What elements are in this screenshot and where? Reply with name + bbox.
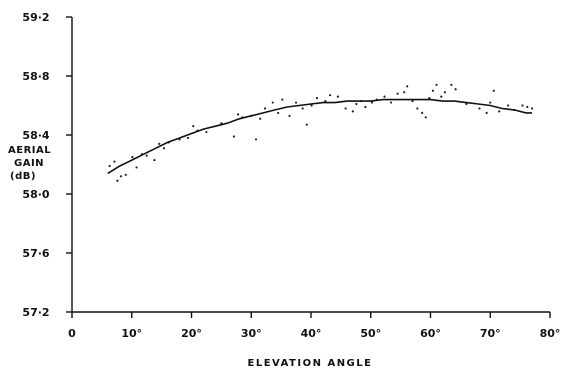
data-point xyxy=(263,107,267,110)
y-axis-label-line-2: GAIN xyxy=(14,158,44,169)
data-point xyxy=(301,107,304,110)
data-point xyxy=(406,85,409,88)
data-point xyxy=(336,95,339,98)
data-point xyxy=(450,83,453,86)
data-point xyxy=(370,101,374,104)
axes xyxy=(71,17,550,313)
x-tick-label: 10° xyxy=(121,327,142,340)
data-point xyxy=(119,175,123,178)
data-point xyxy=(364,105,367,109)
data-point xyxy=(489,101,492,104)
data-point xyxy=(416,107,419,110)
x-tick-label: 0 xyxy=(68,327,76,340)
data-point xyxy=(355,102,358,106)
data-point xyxy=(259,117,262,120)
data-point xyxy=(116,179,119,182)
data-point xyxy=(443,91,446,94)
x-tick-label: 60° xyxy=(420,327,441,340)
data-point xyxy=(421,111,424,114)
data-point xyxy=(411,99,414,103)
y-tick-label: 58·0 xyxy=(22,188,49,201)
data-point xyxy=(108,164,111,168)
data-point xyxy=(498,110,501,113)
y-tick-label: 59·2 xyxy=(22,11,49,24)
data-point xyxy=(428,97,431,100)
data-point xyxy=(324,99,327,103)
data-point xyxy=(424,116,427,119)
data-point xyxy=(403,91,406,94)
data-point xyxy=(396,92,399,95)
data-point xyxy=(344,107,347,110)
x-tick-label: 40° xyxy=(301,327,322,340)
data-point xyxy=(454,88,457,91)
x-tick-label: 50° xyxy=(360,327,381,340)
data-point xyxy=(232,135,236,138)
data-point xyxy=(507,104,510,107)
data-point xyxy=(205,130,208,134)
data-point xyxy=(478,107,481,110)
data-point xyxy=(277,111,280,114)
y-tick-label: 57·6 xyxy=(22,247,49,260)
data-point xyxy=(294,101,298,104)
data-point xyxy=(440,95,443,98)
data-point xyxy=(271,101,274,104)
data-point xyxy=(288,114,291,117)
y-axis-label-line-3: (dB) xyxy=(10,171,36,182)
data-point xyxy=(254,138,258,141)
data-point xyxy=(135,166,138,169)
x-tick-label: 20° xyxy=(181,327,202,340)
x-tick-label: 70° xyxy=(480,327,501,340)
data-point xyxy=(158,142,161,145)
data-point xyxy=(485,111,488,114)
data-point xyxy=(192,125,195,128)
data-point xyxy=(530,107,534,110)
data-point xyxy=(435,83,438,86)
data-point xyxy=(281,98,284,101)
data-point xyxy=(186,136,190,140)
data-point xyxy=(315,97,319,100)
data-point xyxy=(113,160,116,163)
data-point xyxy=(162,147,166,150)
data-point xyxy=(351,110,354,113)
x-tick-label: 80° xyxy=(540,327,561,340)
data-point xyxy=(492,89,495,92)
data-point xyxy=(521,104,524,107)
y-tick-label: 57·2 xyxy=(22,306,49,319)
data-point xyxy=(383,95,386,98)
x-tick-label: 30° xyxy=(241,327,262,340)
fitted-curve xyxy=(107,98,533,175)
data-point xyxy=(526,105,529,109)
data-point xyxy=(305,123,308,126)
y-tick-label: 58·4 xyxy=(22,129,49,142)
data-point xyxy=(145,154,148,157)
y-tick-label: 58·8 xyxy=(22,70,49,83)
data-point xyxy=(153,158,156,162)
data-point xyxy=(431,89,434,92)
y-ticks: 57·2 57·6 58·0 58·4 58·8 59·2 xyxy=(22,11,72,319)
data-point xyxy=(131,156,134,159)
y-axis-label-line-1: AERIAL xyxy=(8,145,51,156)
data-point xyxy=(329,94,332,97)
data-point xyxy=(237,113,240,116)
x-axis-label: ELEVATION ANGLE xyxy=(248,358,373,369)
data-points xyxy=(108,83,534,182)
x-ticks: 0 10° 20° 30° 40° 50° 60° 70° 80° xyxy=(68,312,560,340)
data-point xyxy=(310,104,313,107)
data-point xyxy=(124,173,127,176)
data-point xyxy=(389,101,393,104)
